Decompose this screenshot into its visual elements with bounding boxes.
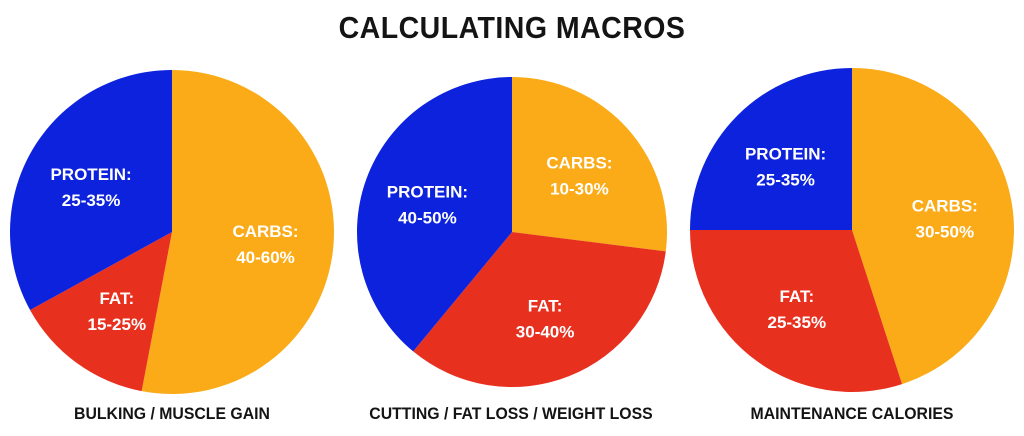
label-bulking-protein: PROTEIN: 25-35% <box>50 165 131 210</box>
caption-bulking: BULKING / MUSCLE GAIN <box>74 404 270 423</box>
slice-cutting-carbs <box>512 77 668 252</box>
label-bulking-carbs: CARBS: 40-60% <box>232 222 298 267</box>
label-maintenance-fat-name: FAT: <box>779 287 814 306</box>
label-cutting-protein-name: PROTEIN: <box>387 183 468 202</box>
label-cutting-protein-range: 40-50% <box>398 209 457 228</box>
pie-cutting: CARBS: 10-30% FAT: 30-40% PROTEIN: 40-50% <box>357 77 668 388</box>
label-maintenance-protein-range: 25-35% <box>756 171 815 190</box>
slice-cutting-fat <box>413 232 666 388</box>
slice-bulking-fat <box>30 232 172 392</box>
caption-cutting: CUTTING / FAT LOSS / WEIGHT LOSS <box>369 404 653 423</box>
label-maintenance-fat-range: 25-35% <box>767 313 826 332</box>
caption-maintenance: MAINTENANCE CALORIES <box>750 404 954 423</box>
label-cutting-fat-range: 30-40% <box>516 323 575 342</box>
label-cutting-carbs: CARBS: 10-30% <box>546 154 612 199</box>
slice-bulking-protein <box>10 70 172 311</box>
label-cutting-fat: FAT: 30-40% <box>516 297 575 342</box>
slice-maintenance-protein <box>690 68 852 230</box>
pie-maintenance: CARBS: 30-50% FAT: 25-35% PROTEIN: 25-35% <box>690 68 1014 392</box>
page-title: CALCULATING MACROS <box>338 10 686 45</box>
label-maintenance-carbs-name: CARBS: <box>912 196 978 215</box>
label-bulking-fat-name: FAT: <box>99 289 134 308</box>
slice-bulking-carbs <box>141 70 334 394</box>
label-maintenance-protein: PROTEIN: 25-35% <box>745 145 826 190</box>
label-cutting-protein: PROTEIN: 40-50% <box>387 183 468 228</box>
label-bulking-protein-name: PROTEIN: <box>50 165 131 184</box>
slice-cutting-protein <box>357 77 512 352</box>
label-maintenance-protein-name: PROTEIN: <box>745 145 826 164</box>
label-bulking-protein-range: 25-35% <box>62 191 121 210</box>
label-cutting-carbs-range: 10-30% <box>550 180 609 199</box>
slice-maintenance-fat <box>690 230 903 392</box>
label-bulking-carbs-range: 40-60% <box>236 248 295 267</box>
slice-maintenance-carbs <box>852 68 1014 385</box>
label-cutting-carbs-name: CARBS: <box>546 154 612 173</box>
label-maintenance-fat: FAT: 25-35% <box>767 287 826 332</box>
label-maintenance-carbs-range: 30-50% <box>915 222 974 241</box>
label-bulking-carbs-name: CARBS: <box>232 222 298 241</box>
label-bulking-fat: FAT: 15-25% <box>87 289 146 334</box>
label-bulking-fat-range: 15-25% <box>87 315 146 334</box>
pie-bulking: CARBS: 40-60% FAT: 15-25% PROTEIN: 25-35% <box>10 70 334 394</box>
label-cutting-fat-name: FAT: <box>528 297 563 316</box>
label-maintenance-carbs: CARBS: 30-50% <box>912 196 978 241</box>
